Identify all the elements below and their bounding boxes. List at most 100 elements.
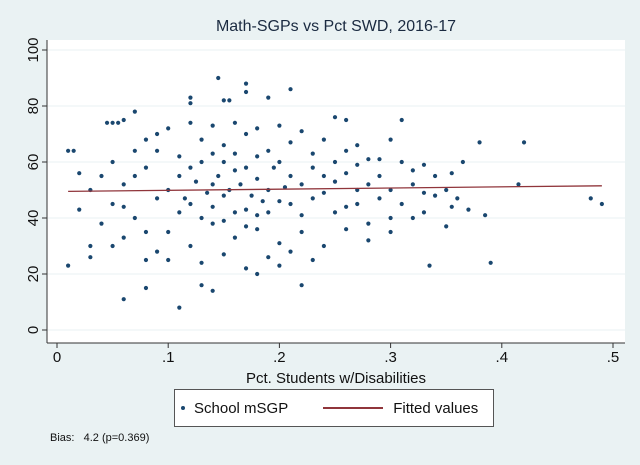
data-point <box>243 266 249 271</box>
y-tick-label: 60 <box>25 154 42 171</box>
data-point <box>232 151 238 156</box>
legend-label: Fitted values <box>393 399 479 417</box>
data-point <box>366 182 371 187</box>
data-point <box>177 173 182 179</box>
data-point <box>255 227 260 232</box>
data-point <box>310 257 315 263</box>
data-point <box>143 137 149 142</box>
x-tick-label: .3 <box>384 349 397 366</box>
data-point <box>210 182 215 187</box>
data-point <box>249 193 254 198</box>
data-point <box>199 260 204 265</box>
data-point <box>366 238 371 243</box>
data-point <box>121 297 126 302</box>
data-point <box>132 215 137 221</box>
data-point <box>288 87 293 92</box>
data-point <box>277 241 282 246</box>
data-point <box>227 98 232 103</box>
data-point <box>232 120 238 125</box>
data-point <box>255 154 260 159</box>
data-point <box>243 89 249 95</box>
data-point <box>288 249 293 254</box>
data-point <box>154 196 160 201</box>
data-point <box>88 255 93 260</box>
data-point <box>243 224 249 229</box>
data-point <box>266 210 271 215</box>
data-point <box>154 131 160 137</box>
data-point <box>77 171 82 176</box>
data-point <box>399 117 404 123</box>
data-point <box>104 120 110 125</box>
data-point <box>166 229 171 235</box>
data-point <box>310 151 315 156</box>
data-point <box>243 81 249 86</box>
data-point <box>449 204 454 209</box>
data-point <box>310 165 315 170</box>
data-point <box>188 165 193 170</box>
data-point <box>399 159 404 165</box>
data-point <box>132 173 137 179</box>
data-point <box>344 204 349 209</box>
data-point <box>388 215 393 221</box>
data-point <box>332 179 338 184</box>
data-point <box>266 95 271 100</box>
data-point <box>221 159 226 165</box>
data-point <box>154 148 160 153</box>
data-point <box>399 201 404 207</box>
data-point <box>77 207 82 212</box>
data-point <box>321 243 326 249</box>
data-point <box>432 193 438 198</box>
data-point <box>488 260 493 265</box>
data-point <box>321 173 326 179</box>
data-point <box>421 210 427 215</box>
data-point <box>143 229 149 235</box>
data-point <box>221 218 226 223</box>
data-point <box>210 123 215 128</box>
data-point <box>238 182 243 187</box>
data-point <box>121 204 126 209</box>
data-point <box>110 159 115 165</box>
data-point <box>99 173 104 179</box>
data-point <box>121 117 126 123</box>
data-point <box>355 162 360 167</box>
data-point <box>66 263 71 268</box>
data-point <box>177 210 182 215</box>
data-point <box>366 157 371 162</box>
data-point <box>410 182 415 187</box>
data-point <box>299 283 304 288</box>
data-point <box>260 199 265 204</box>
data-point <box>282 185 288 190</box>
data-point <box>199 159 204 165</box>
data-point <box>460 159 465 165</box>
data-point <box>177 305 182 310</box>
data-point <box>199 283 204 288</box>
data-point <box>216 173 221 179</box>
data-point <box>444 187 449 193</box>
data-point <box>344 117 349 123</box>
data-point <box>199 215 204 221</box>
data-point <box>205 190 210 195</box>
data-point <box>410 168 415 173</box>
x-axis-label: Pct. Students w/Disabilities <box>246 370 426 387</box>
data-point <box>188 120 193 125</box>
data-point <box>210 151 215 156</box>
data-point <box>466 207 471 212</box>
data-point <box>216 75 221 81</box>
data-point <box>288 173 293 179</box>
data-point <box>321 190 326 195</box>
data-point <box>427 263 432 268</box>
data-point <box>221 193 226 198</box>
data-point <box>121 235 126 240</box>
data-point <box>110 201 115 207</box>
data-point <box>110 120 115 125</box>
data-point <box>243 207 249 212</box>
data-point <box>410 215 415 221</box>
data-point <box>255 126 260 131</box>
data-point <box>143 285 149 291</box>
legend-item-school-msgp: School mSGP <box>181 400 288 417</box>
data-point <box>344 148 349 153</box>
data-point <box>188 101 193 106</box>
data-point <box>132 148 137 153</box>
data-point <box>243 131 249 137</box>
fitted-line <box>68 185 602 193</box>
